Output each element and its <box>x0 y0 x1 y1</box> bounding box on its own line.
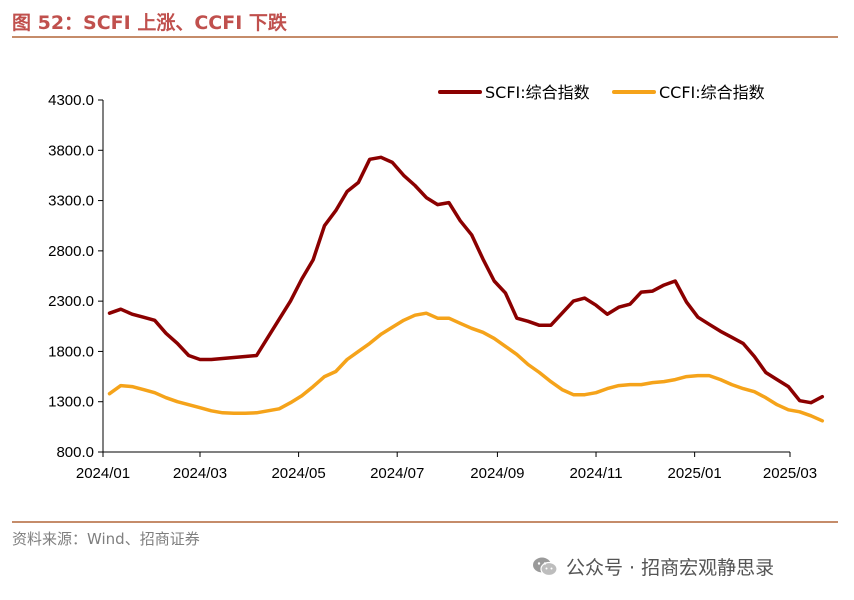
wechat-icon <box>532 556 558 578</box>
line-chart: 800.0 1300.0 1800.0 2300.0 2800.0 3300.0 3800.… <box>48 83 825 482</box>
source-divider <box>12 521 838 523</box>
x-tick-label: 2024/09 <box>470 465 524 482</box>
x-tick-label: 2025/01 <box>668 465 722 482</box>
title-divider <box>12 36 838 38</box>
x-tick-label: 2024/03 <box>173 465 227 482</box>
y-tick-label: 800.0 <box>56 444 94 461</box>
x-tick-label: 2025/03 <box>763 465 817 482</box>
legend-label: SCFI:综合指数 <box>485 83 590 102</box>
y-tick-label: 2800.0 <box>48 243 94 260</box>
y-tick-label: 4300.0 <box>48 92 94 109</box>
x-tick-label: 2024/11 <box>569 465 622 482</box>
source-note: 资料来源：Wind、招商证券 <box>12 530 200 548</box>
x-tick-label: 2024/01 <box>76 465 130 482</box>
y-tick-label: 3800.0 <box>48 142 94 159</box>
y-tick-label: 1800.0 <box>48 343 94 360</box>
series-line-scfi <box>107 155 825 405</box>
y-tick-label: 2300.0 <box>48 293 94 310</box>
x-tick-label: 2024/07 <box>370 465 424 482</box>
watermark-text: 公众号 · 招商宏观静思录 <box>566 557 775 579</box>
legend-label: CCFI:综合指数 <box>659 83 765 102</box>
y-tick-label: 3300.0 <box>48 193 94 210</box>
y-tick-label: 1300.0 <box>48 394 94 411</box>
watermark: 公众号 · 招商宏观静思录 <box>532 553 774 580</box>
figure-title: 图 52：SCFI 上涨、CCFI 下跌 <box>12 12 287 34</box>
x-tick-label: 2024/05 <box>271 465 325 482</box>
series-line-ccfi <box>107 311 825 423</box>
